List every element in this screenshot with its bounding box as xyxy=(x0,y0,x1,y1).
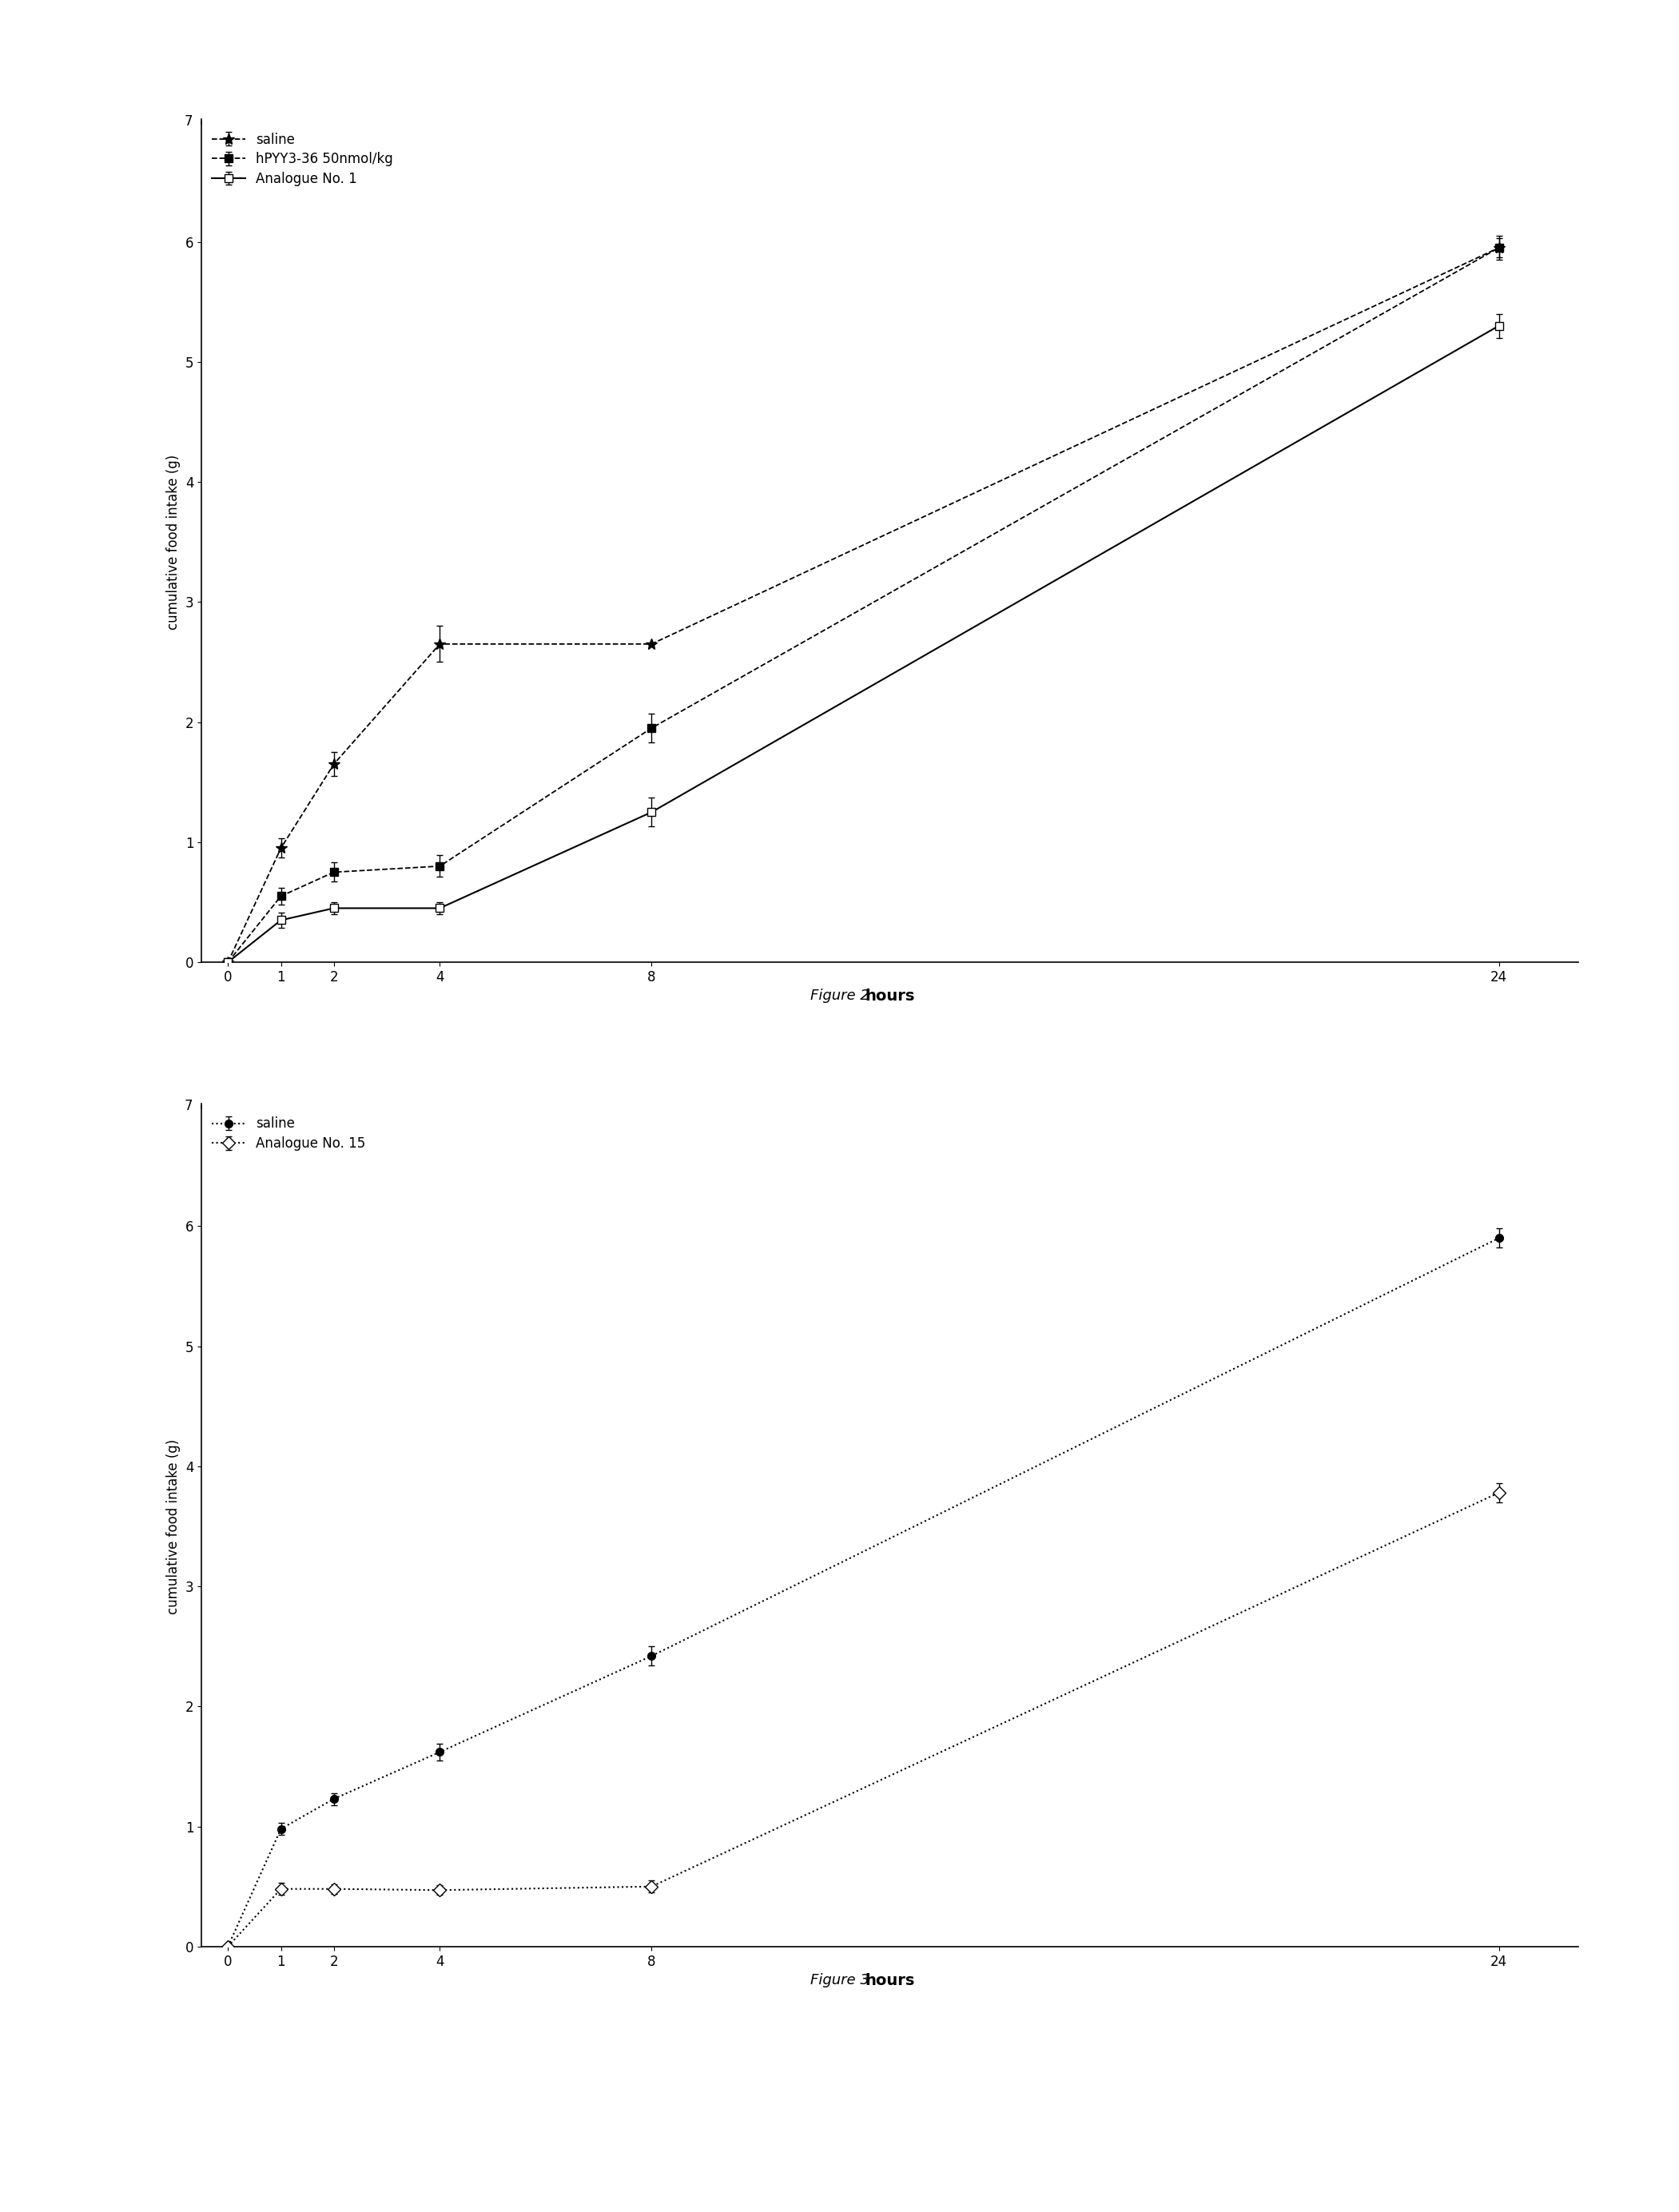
X-axis label: hours: hours xyxy=(865,989,915,1004)
Text: 7: 7 xyxy=(185,1099,193,1113)
Y-axis label: cumulative food intake (g): cumulative food intake (g) xyxy=(166,1438,181,1615)
Legend: saline, Analogue No. 15: saline, Analogue No. 15 xyxy=(208,1113,369,1155)
X-axis label: hours: hours xyxy=(865,1973,915,1989)
Text: 7: 7 xyxy=(185,115,193,128)
Y-axis label: cumulative food intake (g): cumulative food intake (g) xyxy=(166,453,181,630)
Legend: saline, hPYY3-36 50nmol/kg, Analogue No. 1: saline, hPYY3-36 50nmol/kg, Analogue No.… xyxy=(208,128,398,190)
Text: Figure 3: Figure 3 xyxy=(809,1973,870,1989)
Text: Figure 2: Figure 2 xyxy=(809,989,870,1004)
